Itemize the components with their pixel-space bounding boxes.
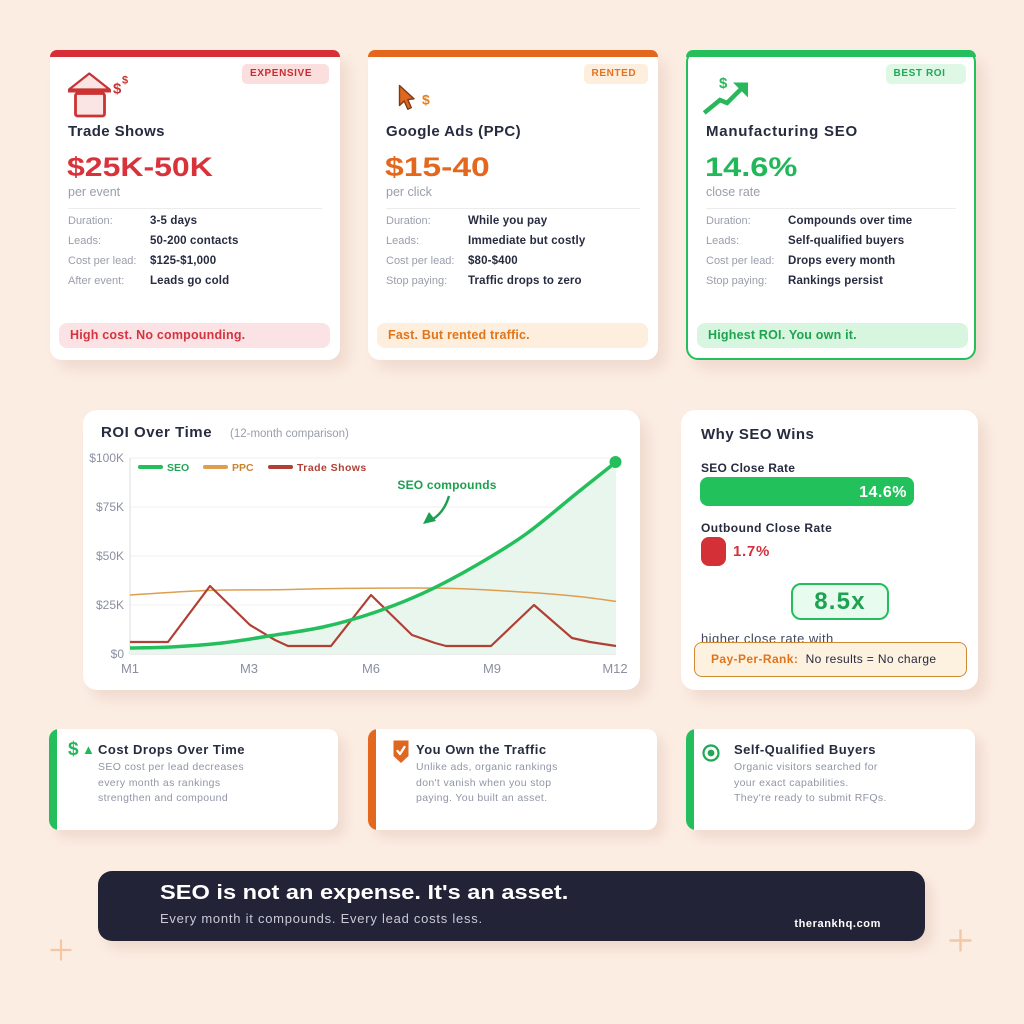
- svg-text:$25K: $25K: [96, 598, 124, 612]
- svg-text:$100K: $100K: [89, 451, 124, 465]
- svg-text:M6: M6: [362, 661, 380, 676]
- svg-text:$0: $0: [111, 647, 125, 661]
- svg-text:M9: M9: [483, 661, 501, 676]
- svg-text:M12: M12: [602, 661, 627, 676]
- svg-text:$50K: $50K: [96, 549, 124, 563]
- svg-text:$: $: [719, 75, 728, 92]
- svg-text:$: $: [122, 75, 128, 87]
- svg-text:M3: M3: [240, 661, 258, 676]
- svg-text:SEO: SEO: [167, 462, 189, 474]
- svg-text:$: $: [113, 81, 122, 98]
- svg-text:PPC: PPC: [232, 462, 254, 474]
- svg-text:M1: M1: [121, 661, 139, 676]
- svg-text:$75K: $75K: [96, 500, 124, 514]
- svg-text:SEO compounds: SEO compounds: [397, 478, 496, 492]
- svg-text:Trade Shows: Trade Shows: [297, 462, 367, 474]
- svg-text:$: $: [422, 92, 430, 108]
